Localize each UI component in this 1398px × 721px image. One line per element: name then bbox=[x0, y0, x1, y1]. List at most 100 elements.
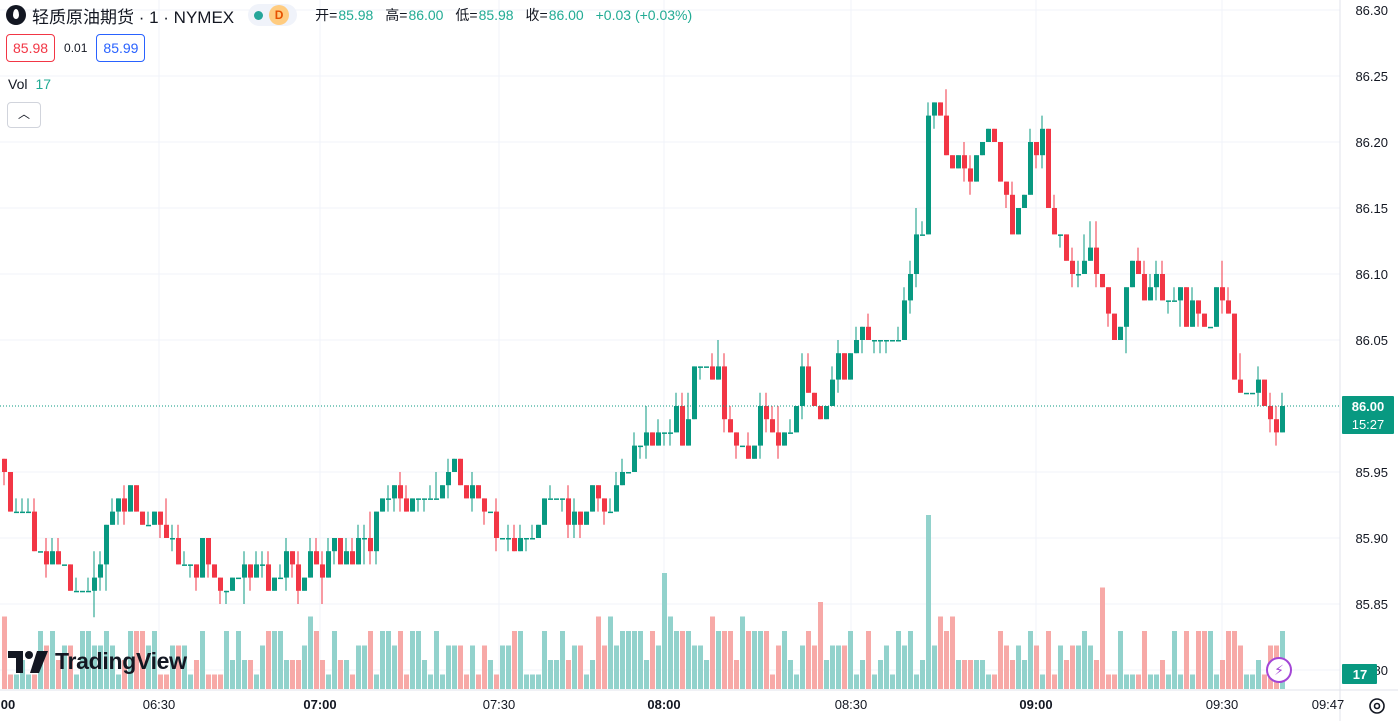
volume-bar bbox=[722, 631, 727, 689]
volume-bar bbox=[458, 645, 463, 689]
volume-badge: 17 bbox=[1342, 664, 1377, 684]
candle bbox=[620, 458, 625, 486]
candle bbox=[482, 498, 487, 525]
candle bbox=[404, 485, 409, 512]
candle bbox=[956, 155, 961, 169]
candle bbox=[1202, 313, 1207, 327]
market-status-pill[interactable]: D bbox=[248, 4, 298, 26]
candle bbox=[740, 445, 745, 448]
volume-bar bbox=[572, 645, 577, 689]
volume-bar bbox=[1088, 645, 1093, 689]
sell-button[interactable]: 85.98 bbox=[6, 34, 56, 62]
candle bbox=[98, 551, 103, 591]
candle bbox=[632, 432, 637, 472]
volume-bar bbox=[1214, 674, 1219, 689]
volume-bar bbox=[110, 645, 115, 689]
candle bbox=[446, 458, 451, 499]
candle bbox=[1136, 247, 1141, 274]
volume-bar bbox=[926, 515, 931, 689]
volume-bar bbox=[80, 631, 85, 689]
candle bbox=[452, 458, 457, 472]
volume-bar bbox=[752, 631, 757, 689]
candle bbox=[860, 326, 865, 354]
candle bbox=[86, 577, 91, 593]
volume-bar bbox=[356, 645, 361, 689]
symbol-title[interactable]: 轻质原油期货 · 1 · NYMEX bbox=[32, 7, 235, 27]
candle bbox=[686, 392, 691, 446]
volume-bar bbox=[182, 645, 187, 689]
candle bbox=[602, 498, 607, 525]
candle bbox=[590, 485, 595, 512]
candle bbox=[326, 538, 331, 578]
candle bbox=[1214, 287, 1219, 327]
volume-legend[interactable]: Vol 17 bbox=[8, 76, 51, 92]
volume-bar bbox=[788, 660, 793, 689]
volume-bar bbox=[794, 674, 799, 689]
volume-bar bbox=[134, 631, 139, 689]
candle bbox=[158, 511, 163, 538]
volume-bar bbox=[482, 645, 487, 689]
candle bbox=[152, 511, 157, 525]
candle bbox=[914, 208, 919, 288]
candle bbox=[362, 524, 367, 565]
spread-value: 0.01 bbox=[64, 41, 88, 55]
volume-bar bbox=[104, 631, 109, 689]
lightning-icon[interactable]: ⚡ bbox=[1266, 657, 1292, 683]
volume-bar bbox=[932, 645, 937, 689]
open-label: 开= bbox=[315, 7, 338, 23]
candle bbox=[44, 538, 49, 578]
volume-bar bbox=[842, 645, 847, 689]
candle bbox=[272, 577, 277, 591]
volume-bar bbox=[554, 660, 559, 689]
volume-bar bbox=[8, 674, 13, 689]
candle bbox=[758, 392, 763, 459]
volume-bar bbox=[374, 674, 379, 689]
change-value: +0.03 (+0.03%) bbox=[595, 7, 693, 23]
volume-bar bbox=[446, 645, 451, 689]
candle bbox=[872, 340, 877, 354]
candle bbox=[464, 485, 469, 499]
candle bbox=[1124, 287, 1129, 354]
volume-bar bbox=[422, 660, 427, 689]
volume-bar bbox=[1250, 674, 1255, 689]
volume-bar bbox=[1112, 674, 1117, 689]
candle bbox=[776, 406, 781, 459]
volume-bar bbox=[230, 660, 235, 689]
candle bbox=[488, 511, 493, 514]
volume-bar bbox=[296, 660, 301, 689]
volume-bar bbox=[518, 631, 523, 689]
candle bbox=[986, 128, 991, 142]
candle bbox=[638, 445, 643, 459]
price-axis[interactable]: 86.30 86.25 86.20 86.15 86.10 86.05 85.95 85.90… bbox=[1339, 0, 1388, 721]
candle bbox=[674, 392, 679, 433]
volume-bar bbox=[416, 631, 421, 689]
collapse-legend-button[interactable]: ︿ bbox=[7, 102, 41, 128]
volume-bar bbox=[878, 660, 883, 689]
candle bbox=[926, 102, 931, 235]
volume-bar bbox=[1094, 660, 1099, 689]
volume-bar bbox=[1058, 645, 1063, 689]
volume-bar bbox=[428, 674, 433, 689]
buy-button[interactable]: 85.99 bbox=[96, 34, 146, 62]
candle bbox=[812, 392, 817, 406]
candle bbox=[248, 564, 253, 591]
candle bbox=[680, 392, 685, 446]
candle bbox=[206, 538, 211, 578]
volume-bar bbox=[992, 674, 997, 689]
candle bbox=[902, 287, 907, 340]
volume-bar bbox=[644, 660, 649, 689]
market-open-dot-icon bbox=[254, 10, 264, 20]
volume-bar bbox=[746, 631, 751, 689]
volume-bar bbox=[740, 616, 745, 689]
gear-icon[interactable] bbox=[1366, 695, 1388, 717]
candle bbox=[1088, 221, 1093, 261]
candle bbox=[500, 538, 505, 540]
watermark-text: TradingView bbox=[55, 648, 187, 674]
volume-bar bbox=[434, 631, 439, 689]
x-tick-label: 08:00 bbox=[647, 697, 680, 712]
y-tick-label: 86.10 bbox=[1355, 267, 1388, 282]
volume-bar bbox=[998, 631, 1003, 689]
time-axis[interactable]: 00 06:30 07:00 07:30 08:00 08:30 09:00 09:30 09:… bbox=[0, 689, 1398, 712]
oil-drop-icon bbox=[6, 5, 26, 25]
